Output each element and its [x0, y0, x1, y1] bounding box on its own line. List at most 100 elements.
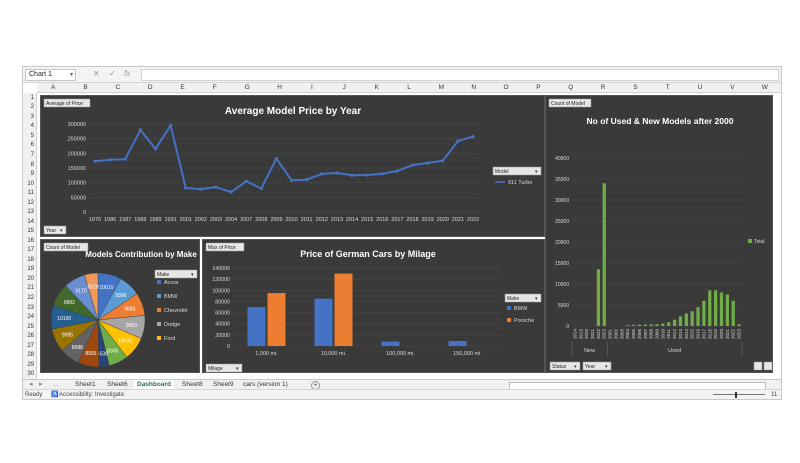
column-header-r[interactable]: R	[600, 84, 606, 91]
enter-icon[interactable]: ✓	[109, 69, 116, 78]
row-header-15[interactable]: 15	[27, 228, 34, 235]
column-header-w[interactable]: W	[761, 84, 768, 91]
column-header-f[interactable]: F	[212, 84, 217, 91]
row-header-25[interactable]: 25	[27, 323, 34, 330]
legend-swatch	[157, 322, 161, 326]
row-header-11[interactable]: 11	[27, 190, 34, 197]
average-of-price-button[interactable]: Average of Price	[43, 98, 91, 108]
count-of-model-button[interactable]: Count of Model	[43, 242, 89, 252]
nav-prev-icon[interactable]: ◂	[29, 381, 33, 388]
column-header-j[interactable]: J	[342, 84, 346, 91]
chevron-down-icon[interactable]: ▾	[69, 72, 73, 78]
column-header-q[interactable]: Q	[568, 84, 574, 91]
tab-sheet8[interactable]: Sheet8	[182, 381, 203, 388]
column-header-s[interactable]: S	[633, 84, 638, 91]
x-tick-label: 1,000 mi.	[255, 351, 278, 357]
make-filter-button[interactable]: Make ▾	[154, 269, 198, 279]
column-header-l[interactable]: L	[407, 84, 411, 91]
accessibility-status[interactable]: Accessibility: Investigate	[59, 392, 125, 398]
column-header-a[interactable]: A	[51, 84, 56, 91]
column-header-v[interactable]: V	[730, 84, 735, 91]
row-header-2[interactable]: 2	[30, 104, 34, 111]
row-header-10[interactable]: 10	[27, 180, 34, 187]
row-header-13[interactable]: 13	[27, 209, 34, 216]
pie-data-label: 9969	[126, 323, 137, 329]
year-axis-button-dropdown-icon: ▾	[60, 228, 63, 234]
column-header-t[interactable]: T	[665, 84, 670, 91]
column-header-k[interactable]: K	[374, 84, 379, 91]
column-header-n[interactable]: N	[471, 84, 477, 91]
fx-icon[interactable]: fx	[124, 69, 131, 78]
column-header-e[interactable]: E	[180, 84, 185, 91]
data-point	[305, 178, 309, 182]
model-filter-button[interactable]: Model ▾	[492, 166, 542, 176]
column-header-g[interactable]: G	[244, 84, 250, 91]
y-tick-label: 300000	[68, 122, 86, 128]
row-header-20[interactable]: 20	[27, 275, 34, 282]
row-header-12[interactable]: 12	[27, 199, 34, 206]
row-header-19[interactable]: 19	[27, 266, 34, 273]
formula-input[interactable]	[141, 69, 779, 81]
row-header-26[interactable]: 26	[27, 333, 34, 340]
max-of-price-button[interactable]: Max of Price	[205, 242, 245, 252]
milage-axis-button-dropdown-icon: ▾	[236, 366, 239, 372]
more-tabs-button[interactable]: ...	[53, 381, 59, 388]
tab-sheet1[interactable]: Sheet1	[75, 381, 96, 388]
tab-sheet9[interactable]: Sheet9	[213, 381, 234, 388]
column-header-m[interactable]: M	[438, 84, 445, 91]
row-header-8[interactable]: 8	[30, 161, 34, 168]
row-header-16[interactable]: 16	[27, 237, 34, 244]
zoom-thumb[interactable]	[735, 392, 737, 398]
row-header-28[interactable]: 28	[27, 352, 34, 359]
column-header-u[interactable]: U	[697, 84, 703, 91]
column-header-c[interactable]: C	[115, 84, 121, 91]
accessibility-icon[interactable]: ♿	[51, 392, 59, 398]
row-header-3[interactable]: 3	[30, 113, 34, 120]
row-header-30[interactable]: 30	[27, 371, 34, 378]
row-header-7[interactable]: 7	[30, 151, 34, 158]
row-header-17[interactable]: 17	[27, 247, 34, 254]
column-header-o[interactable]: O	[503, 84, 509, 91]
name-box[interactable]: Chart 1 ▾	[25, 69, 76, 81]
status-filter-button[interactable]: Status ▾	[549, 361, 581, 371]
column-header-d[interactable]: D	[147, 84, 153, 91]
row-header-24[interactable]: 24	[27, 314, 34, 321]
count-of-model-button-2[interactable]: Count of Model	[548, 98, 592, 108]
expand-collapse-buttons[interactable]	[753, 361, 773, 371]
row-header-6[interactable]: 6	[30, 142, 34, 149]
row-header-21[interactable]: 21	[27, 285, 34, 292]
x-tick-label: 2014	[684, 329, 689, 340]
column-header-b[interactable]: B	[83, 84, 88, 91]
row-header-22[interactable]: 22	[27, 294, 34, 301]
column-header-i[interactable]: I	[311, 84, 313, 91]
row-header-14[interactable]: 14	[27, 218, 34, 225]
tab-sheet6[interactable]: Sheet6	[107, 381, 128, 388]
row-header-5[interactable]: 5	[30, 132, 34, 139]
year-axis-button[interactable]: Year ▾	[43, 225, 67, 235]
row-header-18[interactable]: 18	[27, 256, 34, 263]
row-header-27[interactable]: 27	[27, 342, 34, 349]
column-header-p[interactable]: P	[536, 84, 541, 91]
row-header-1[interactable]: 1	[30, 94, 34, 101]
row-header-4[interactable]: 4	[30, 123, 34, 130]
used-new-chart-panel[interactable]: Count of Model No of Used & New Models af…	[545, 95, 773, 373]
zoom-slider[interactable]	[713, 394, 765, 395]
row-header-9[interactable]: 9	[30, 171, 34, 178]
cancel-icon[interactable]: ✕	[93, 69, 100, 78]
status-filter-button-bg	[549, 361, 581, 371]
pie-chart-panel[interactable]: Count of Model Models Contribution by Mak…	[40, 239, 200, 373]
bar-chart-panel[interactable]: Max of Price Price of German Cars by Mila…	[202, 239, 545, 373]
line-chart-panel[interactable]: Average Model Price by Year Average of Pr…	[40, 95, 545, 237]
count-of-model-button-2-label: Count of Model	[551, 101, 585, 107]
worksheet-grid[interactable]: Average Model Price by Year Average of Pr…	[37, 93, 781, 379]
row-header-29[interactable]: 29	[27, 361, 34, 368]
series-line-911-turbo	[94, 122, 474, 194]
year-filter-button[interactable]: Year ▾	[582, 361, 612, 371]
tab-cars-version-1[interactable]: cars (version 1)	[243, 381, 288, 388]
max-of-price-button-bg	[205, 242, 245, 252]
make-filter-button-2[interactable]: Make ▾	[504, 293, 542, 303]
column-header-h[interactable]: H	[277, 84, 282, 91]
nav-next-icon[interactable]: ▸	[39, 381, 43, 388]
milage-axis-button[interactable]: Milage ▾	[205, 363, 243, 373]
row-header-23[interactable]: 23	[27, 304, 34, 311]
